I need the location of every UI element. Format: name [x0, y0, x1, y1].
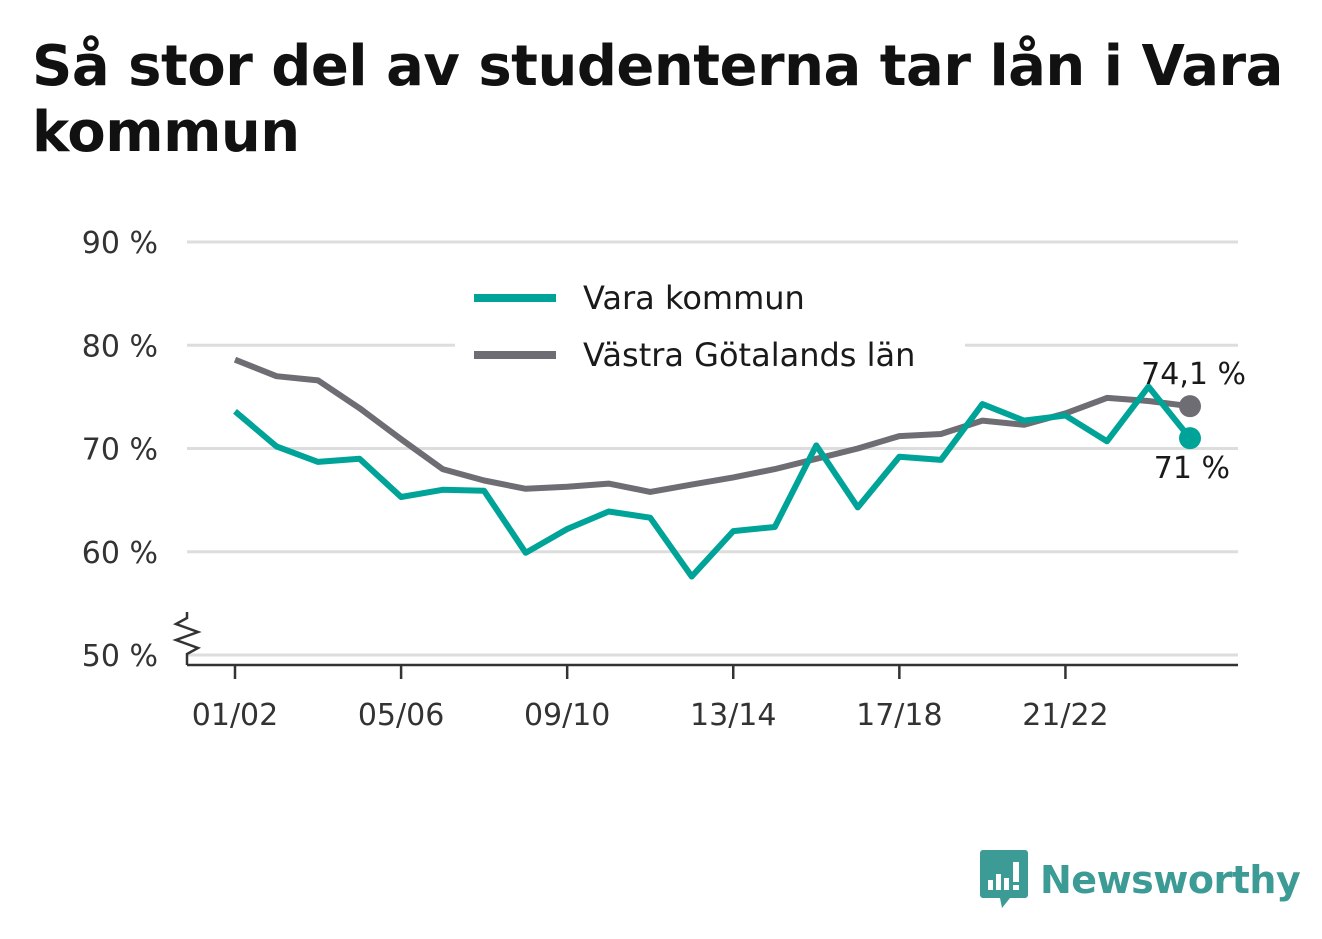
y-tick-label: 70 % [82, 433, 158, 468]
series-lines [233, 356, 1201, 580]
x-tick-label: 21/22 [1022, 698, 1108, 733]
y-axis-ticks: 50 % 60 % 70 % 80 % 90 % [82, 226, 158, 674]
y-tick-label: 60 % [82, 536, 158, 571]
newsworthy-logo-icon [980, 850, 1028, 908]
axis-break-icon [172, 612, 202, 665]
series-line-vastra-gotalands-lan [233, 356, 1191, 495]
legend-label: Vara kommun [583, 279, 805, 317]
x-axis: 01/02 05/06 09/10 13/14 17/18 21/22 [172, 612, 1238, 733]
end-labels: 74,1 % 71 % [1141, 357, 1246, 486]
gridlines [187, 240, 1238, 657]
chart-title: Så stor del av studenterna tar lån i Var… [32, 34, 1283, 165]
x-tick-label: 17/18 [856, 698, 942, 733]
legend-background [455, 272, 965, 390]
series-line-vara-kommun [233, 383, 1193, 580]
x-tick-label: 05/06 [358, 698, 444, 733]
y-tick-label: 80 % [82, 329, 158, 364]
newsworthy-brand: Newsworthy [980, 850, 1301, 910]
x-tick-label: 01/02 [192, 698, 278, 733]
legend: Vara kommun Västra Götalands län [455, 272, 965, 390]
brand-name: Newsworthy [1040, 858, 1301, 902]
end-label-vastra-gotalands-lan: 74,1 % [1141, 357, 1246, 392]
x-tick-label: 09/10 [524, 698, 610, 733]
y-tick-label: 90 % [82, 226, 158, 261]
end-point-vara-kommun [1179, 427, 1201, 450]
end-point-vastra-gotalands-lan [1179, 395, 1201, 418]
legend-label: Västra Götalands län [583, 336, 915, 374]
x-tick-label: 13/14 [690, 698, 776, 733]
end-label-vara-kommun: 71 % [1154, 451, 1230, 486]
y-tick-label: 50 % [82, 639, 158, 674]
